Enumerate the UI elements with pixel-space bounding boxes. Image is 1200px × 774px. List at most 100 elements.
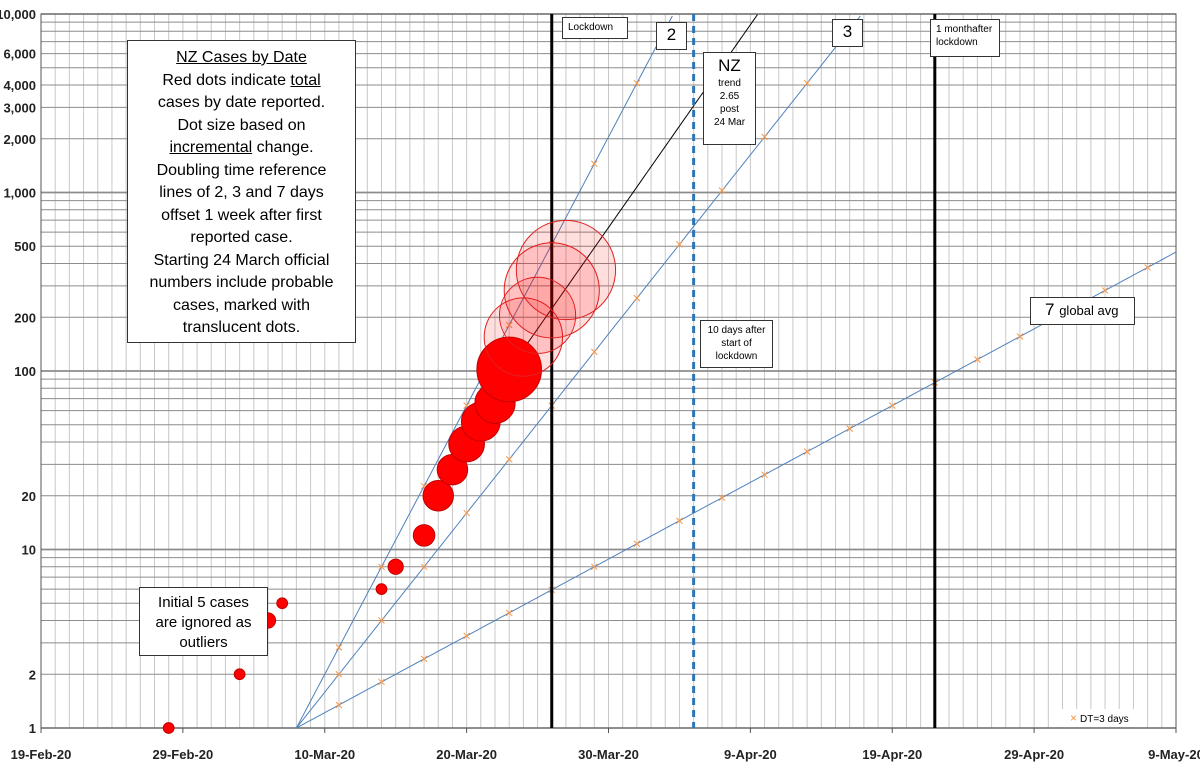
y-tick-label: 2 xyxy=(29,667,36,682)
info-title: NZ Cases by Date xyxy=(176,49,307,66)
data-points xyxy=(162,219,617,734)
data-point xyxy=(476,336,542,403)
reference-line-7 xyxy=(296,251,1177,729)
y-tick-label: 1 xyxy=(29,721,36,736)
legend-label: DT=3 days xyxy=(1080,714,1129,725)
doubling-cross-marker xyxy=(335,670,343,678)
doubling-cross-marker xyxy=(1144,264,1151,271)
data-point xyxy=(276,597,289,610)
x-tick-label: 29-Feb-20 xyxy=(153,747,214,762)
info-line: lines of 2, 3 and 7 days xyxy=(159,184,324,201)
y-tick-label: 20 xyxy=(22,489,36,504)
info-box: NZ Cases by Date Red dots indicate total… xyxy=(127,40,356,343)
doubling-3-label: 3 xyxy=(832,19,863,47)
doubling-cross-marker xyxy=(505,609,513,617)
doubling-3-text: 3 xyxy=(842,22,853,41)
info-line: cases by date reported. xyxy=(157,94,326,111)
y-tick-label: 2,000 xyxy=(3,132,36,147)
month-after-label: 1 monthafter lockdown xyxy=(930,19,1000,57)
nz-trend-line: 2.65 xyxy=(719,91,740,102)
doubling-cross-marker xyxy=(718,187,726,195)
outliers-note: Initial 5 cases are ignored as outliers xyxy=(139,587,268,656)
nz-trend-line: trend xyxy=(718,78,741,89)
ten-days-line: start of xyxy=(721,338,752,349)
doubling-cross-marker xyxy=(590,563,598,571)
info-line: translucent dots. xyxy=(182,319,301,336)
doubling-cross-marker xyxy=(974,356,981,363)
outliers-line: outliers xyxy=(179,634,228,651)
doubling-2-label: 2 xyxy=(656,22,687,50)
data-point xyxy=(375,583,388,595)
doubling-cross-marker xyxy=(633,540,641,548)
y-tick-label: 500 xyxy=(14,239,36,254)
doubling-cross-marker xyxy=(803,448,811,456)
y-tick-label: 1,000 xyxy=(3,186,36,201)
info-line: change. xyxy=(252,139,314,156)
doubling-cross-marker xyxy=(590,348,598,356)
y-tick-label: 4,000 xyxy=(3,78,36,93)
doubling-cross-marker xyxy=(803,79,811,87)
ten-days-label: 10 days after start of lockdown xyxy=(700,320,773,368)
info-line: Red dots indicate xyxy=(162,71,291,89)
x-tick-label: 19-Feb-20 xyxy=(11,747,72,762)
nz-trend-title: NZ xyxy=(718,56,741,75)
global-avg-text: global avg xyxy=(1059,303,1119,318)
doubling-cross-marker xyxy=(420,563,428,571)
data-point xyxy=(233,668,246,681)
y-tick-label: 10,000 xyxy=(0,7,36,22)
info-line: reported case. xyxy=(190,229,293,246)
y-axis-ticks: 1 2 10 20 100 200 500 1,000 2,000 3,000 4,000 6,000… xyxy=(0,7,36,736)
y-tick-label: 200 xyxy=(14,310,36,325)
doubling-cross-marker xyxy=(420,655,428,663)
vertical-markers xyxy=(550,14,937,728)
doubling-7-text: 7 xyxy=(1045,300,1055,319)
data-point-translucent xyxy=(515,219,617,321)
x-tick-label: 29-Apr-20 xyxy=(1004,747,1064,762)
doubling-cross-marker xyxy=(335,701,343,709)
doubling-cross-marker xyxy=(378,678,385,686)
data-point xyxy=(412,524,436,547)
x-tick-label: 10-Mar-20 xyxy=(294,747,355,762)
doubling-cross-marker xyxy=(505,455,513,463)
legend: × DT=3 days xyxy=(1050,709,1142,727)
outliers-line: Initial 5 cases xyxy=(158,594,249,611)
nz-trend-line: post xyxy=(720,104,739,115)
month-after-line: 1 monthafter xyxy=(936,24,993,35)
x-tick-label: 30-Mar-20 xyxy=(578,747,639,762)
lockdown-label-text: Lockdown xyxy=(568,22,614,33)
data-point xyxy=(162,722,175,734)
info-line: numbers include probable xyxy=(149,274,334,291)
ten-days-line: lockdown xyxy=(715,351,758,362)
y-tick-label: 10 xyxy=(22,543,36,558)
x-axis-ticks: 19-Feb-20 29-Feb-20 10-Mar-20 20-Mar-20 30-M… xyxy=(11,728,1200,762)
info-line: cases, marked with xyxy=(173,296,310,314)
y-tick-label: 100 xyxy=(14,364,36,379)
doubling-cross-marker xyxy=(761,133,768,141)
doubling-cross-marker xyxy=(590,160,598,168)
x-tick-label: 19-Apr-20 xyxy=(862,747,922,762)
lockdown-label: Lockdown xyxy=(562,17,628,39)
data-point xyxy=(387,558,404,575)
info-line: Doubling time reference xyxy=(156,161,327,179)
legend-cross-icon: × xyxy=(1070,711,1078,725)
doubling-cross-marker xyxy=(463,632,470,640)
month-after-line: lockdown xyxy=(936,37,978,48)
nz-trend-line: 24 Mar xyxy=(713,117,746,128)
doubling-cross-marker xyxy=(1101,287,1109,294)
doubling-cross-marker xyxy=(633,294,641,302)
doubling-cross-marker xyxy=(1016,333,1024,340)
doubling-cross-marker xyxy=(761,471,768,479)
info-line: offset 1 week after first xyxy=(161,206,322,224)
doubling-cross-marker xyxy=(676,517,683,525)
outliers-line: are ignored as xyxy=(155,614,252,631)
doubling-cross-marker xyxy=(888,402,896,409)
x-tick-label: 9-May-20 xyxy=(1148,747,1200,762)
info-line: Dot size based on xyxy=(177,116,306,134)
data-point-translucent xyxy=(503,242,600,339)
info-line: total xyxy=(290,71,321,89)
info-line: Starting 24 March official xyxy=(153,251,330,269)
doubling-2-text: 2 xyxy=(666,25,677,44)
ten-days-line: 10 days after xyxy=(707,325,766,336)
doubling-cross-marker xyxy=(846,425,854,432)
doubling-cross-marker xyxy=(676,241,683,248)
